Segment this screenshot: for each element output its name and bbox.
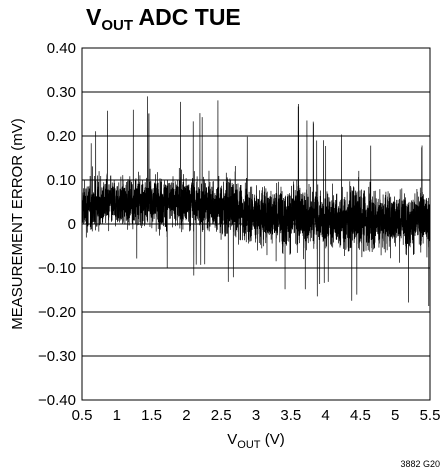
x-tick-labels: 0.5 1 1.5 2 2.5 3 3.5 4 4.5 5 5.5 (72, 407, 441, 424)
series-line (81, 96, 431, 307)
y-tick-label: 0.40 (47, 40, 76, 57)
x-tick-label: 1.5 (141, 407, 162, 424)
y-tick-label: −0.10 (38, 260, 76, 277)
x-tick-label: 4 (321, 407, 329, 424)
figure-id: 3882 G20 (400, 459, 440, 469)
chart-title: VOUT ADC TUE (86, 4, 241, 34)
y-axis-label: MEASUREMENT ERROR (mV) (9, 118, 26, 329)
title-main: V (86, 4, 102, 30)
y-tick-label: −0.20 (38, 304, 76, 321)
x-tick-label: 5 (391, 407, 399, 424)
x-tick-label: 4.5 (350, 407, 371, 424)
x-label-rest: (V) (261, 431, 285, 448)
y-tick-label: 0.20 (47, 128, 76, 145)
y-tick-labels: 0.40 0.30 0.20 0.10 0 −0.10 −0.20 −0.30 −0.40 (38, 40, 76, 409)
data-series (81, 96, 431, 307)
y-tick-label: −0.40 (38, 392, 76, 409)
x-axis-label: VOUT (V) (227, 431, 284, 451)
title-subscript: OUT (101, 17, 134, 34)
x-tick-label: 2.5 (211, 407, 232, 424)
y-tick-label: 0.30 (47, 84, 76, 101)
x-tick-label: 5.5 (420, 407, 441, 424)
y-tick-label: 0 (68, 216, 76, 233)
x-label-subscript: OUT (237, 439, 261, 451)
y-tick-label: 0.10 (47, 172, 76, 189)
x-tick-label: 3 (252, 407, 260, 424)
x-tick-label: 3.5 (280, 407, 301, 424)
y-tick-label: −0.30 (38, 348, 76, 365)
x-tick-label: 0.5 (72, 407, 93, 424)
x-tick-label: 2 (182, 407, 190, 424)
x-label-main: V (227, 431, 237, 448)
x-tick-label: 1 (113, 407, 121, 424)
title-rest: ADC TUE (133, 4, 241, 30)
plot-frame (81, 47, 431, 401)
